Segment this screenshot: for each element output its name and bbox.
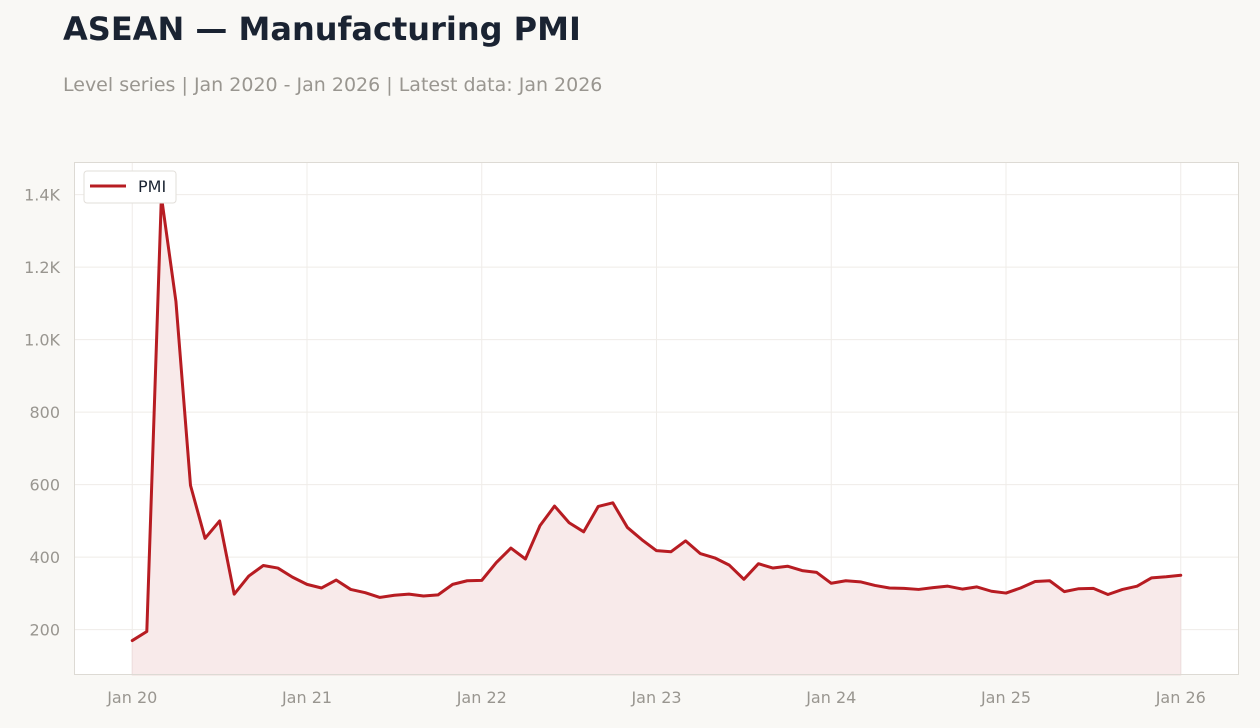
legend: PMI xyxy=(83,170,177,204)
pmi-series-line xyxy=(130,194,1183,643)
legend-box xyxy=(83,170,177,204)
page-subtitle: Level series | Jan 2020 - Jan 2026 | Lat… xyxy=(63,74,603,96)
plot-frame xyxy=(74,162,1239,675)
y-tick-label: 400 xyxy=(29,548,60,567)
x-tick-label: Jan 26 xyxy=(1155,688,1206,707)
y-tick-label: 1.2K xyxy=(24,258,60,277)
x-tick-label: Jan 23 xyxy=(630,688,681,707)
y-tick-label: 1.4K xyxy=(24,186,60,205)
y-tick-label: 1.0K xyxy=(24,331,60,350)
y-tick-label: 200 xyxy=(29,621,60,640)
x-tick-label: Jan 25 xyxy=(980,688,1031,707)
x-tick-label: Jan 22 xyxy=(456,688,507,707)
x-tick-label: Jan 21 xyxy=(281,688,332,707)
legend-label-pmi: PMI xyxy=(138,177,166,196)
page-title: ASEAN — Manufacturing PMI xyxy=(63,10,581,48)
x-axis-tick-labels: Jan 20 Jan 21 Jan 22 Jan 23 Jan 24 Jan 25 Jan … xyxy=(106,688,1206,707)
y-axis-tick-labels: 200 400 600 800 1.0K 1.2K 1.4K xyxy=(24,186,60,640)
y-tick-label: 800 xyxy=(29,403,60,422)
x-tick-label: Jan 20 xyxy=(106,688,157,707)
x-tick-label: Jan 24 xyxy=(805,688,856,707)
y-tick-label: 600 xyxy=(29,476,60,495)
